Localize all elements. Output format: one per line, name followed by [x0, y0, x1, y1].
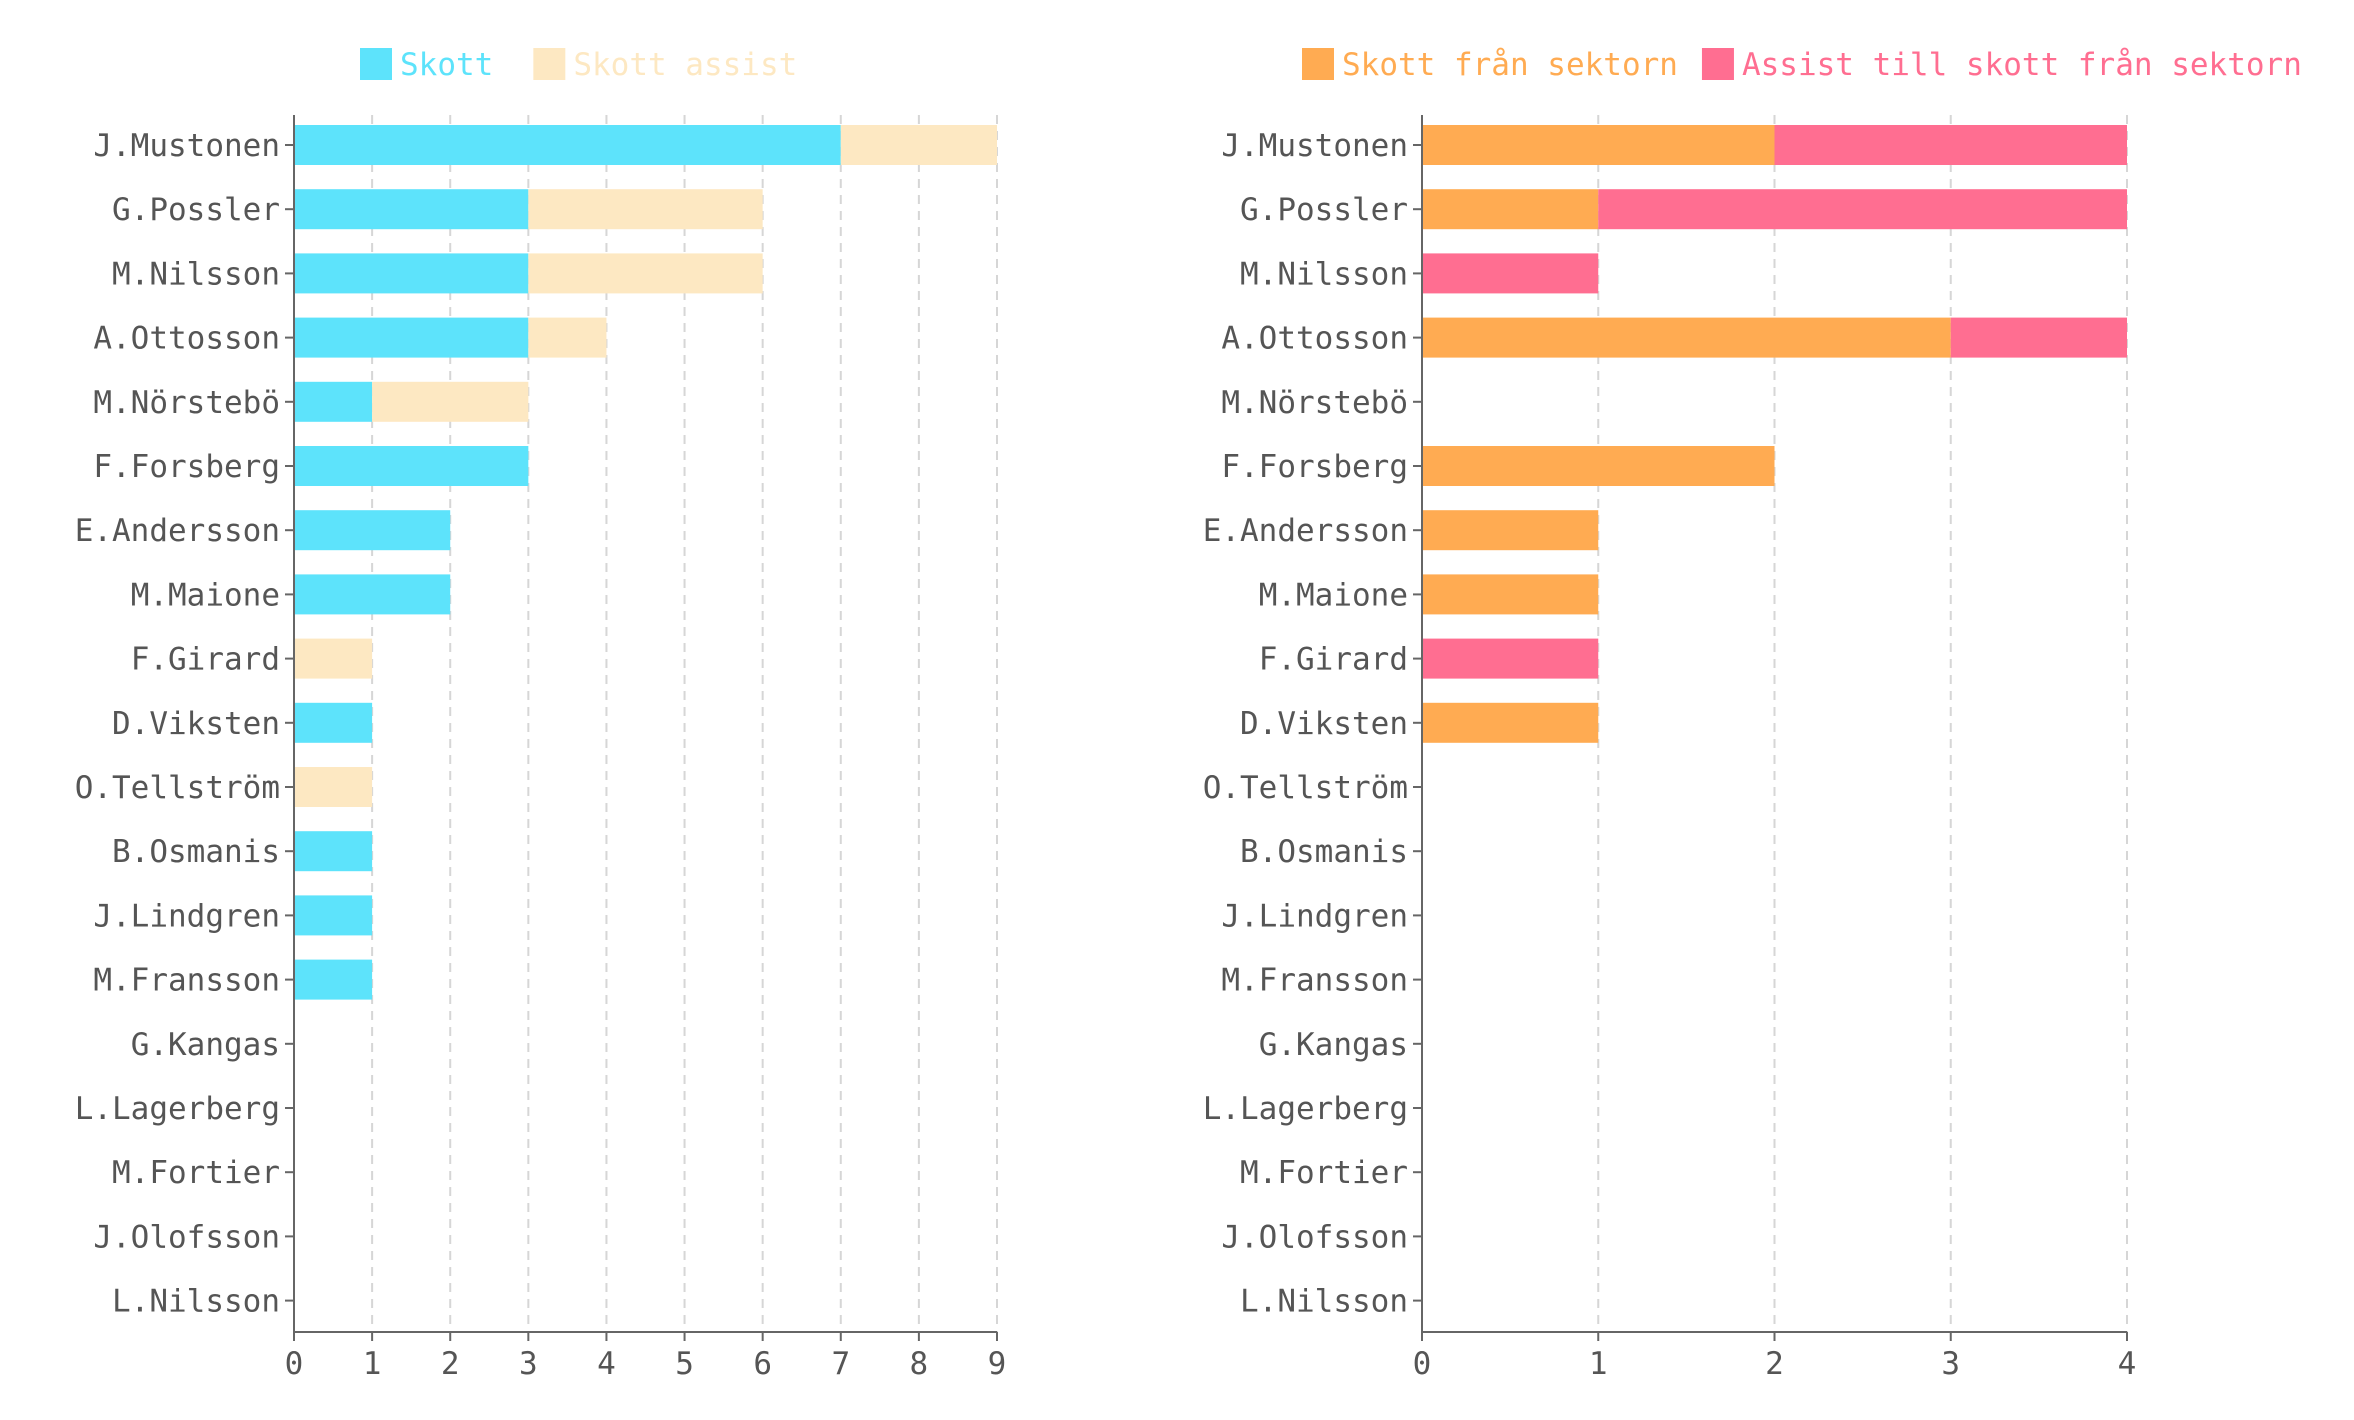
- bar-f-girard-series-2: [294, 638, 373, 679]
- category-label: M.Nilsson: [1240, 256, 1408, 292]
- category-label: L.Lagerberg: [1203, 1091, 1408, 1127]
- bar-a-ottosson-series-2: [528, 317, 607, 358]
- bar-e-andersson-series-1: [1422, 510, 1599, 551]
- category-label: M.Fortier: [1240, 1155, 1408, 1191]
- category-label: A.Ottosson: [93, 321, 280, 357]
- bar-b-osmanis-series-1: [294, 831, 373, 872]
- bar-g-possler-series-1: [1422, 189, 1599, 230]
- bar-f-forsberg-series-1: [1422, 446, 1775, 486]
- category-label: M.Nilsson: [112, 256, 280, 292]
- category-label: J.Mustonen: [93, 128, 280, 164]
- category-label: A.Ottosson: [1221, 321, 1408, 357]
- x-tick-label: 8: [910, 1346, 929, 1382]
- x-tick-label: 7: [831, 1346, 850, 1382]
- x-tick-label: 6: [753, 1346, 772, 1382]
- bar-d-viksten-series-1: [1422, 702, 1599, 743]
- x-tick-label: 4: [2118, 1346, 2137, 1382]
- category-label: G.Kangas: [131, 1027, 280, 1063]
- bar-j-mustonen-series-2: [840, 125, 997, 165]
- bar-d-viksten-series-1: [294, 702, 373, 743]
- bar-m-nilsson-series-1: [294, 253, 529, 294]
- x-tick-label: 2: [441, 1346, 460, 1382]
- category-label: L.Nilsson: [112, 1284, 280, 1320]
- category-label: J.Olofsson: [93, 1219, 280, 1255]
- legend-swatch-series-2: [1701, 48, 1734, 80]
- bar-a-ottosson-series-2: [1950, 317, 2127, 358]
- bar-j-mustonen-series-1: [1422, 125, 1775, 165]
- category-label: E.Andersson: [75, 513, 280, 549]
- bar-o-tellstr-m-series-2: [294, 767, 373, 807]
- category-label: D.Viksten: [112, 706, 280, 742]
- category-label: J.Lindgren: [93, 898, 280, 934]
- category-label: O.Tellström: [1203, 770, 1408, 806]
- bar-a-ottosson-series-1: [294, 317, 529, 358]
- legend-swatch-series-2: [533, 48, 566, 80]
- bar-m-n-rsteb--series-2: [372, 381, 529, 422]
- category-label: D.Viksten: [1240, 706, 1408, 742]
- category-label: J.Lindgren: [1221, 898, 1408, 934]
- category-label: F.Girard: [131, 642, 280, 678]
- category-label: L.Nilsson: [1240, 1284, 1408, 1320]
- category-label: M.Nörstebö: [1221, 385, 1408, 421]
- x-tick-label: 4: [597, 1346, 616, 1382]
- sector-shots-chart-svg: J.Mustonen G.Possler M.Nilsson A.Ottosson M.…: [1203, 47, 2302, 1382]
- shots-chart-svg: J.Mustonen G.Possler M.Nilsson A.Ottosson M.…: [75, 47, 1007, 1382]
- category-label: G.Kangas: [1259, 1027, 1408, 1063]
- x-tick-label: 1: [363, 1346, 382, 1382]
- category-label: J.Olofsson: [1221, 1219, 1408, 1255]
- legend-swatch-series-1: [360, 48, 392, 80]
- x-tick-label: 3: [519, 1346, 538, 1382]
- bar-g-possler-series-1: [294, 189, 529, 230]
- category-label: M.Fortier: [112, 1155, 280, 1191]
- category-label: B.Osmanis: [112, 834, 280, 870]
- category-label: F.Girard: [1259, 642, 1408, 678]
- legend-swatch-series-1: [1302, 48, 1334, 80]
- category-label: M.Fransson: [1221, 963, 1408, 999]
- category-label: M.Fransson: [93, 963, 280, 999]
- x-tick-label: 5: [675, 1346, 694, 1382]
- bar-e-andersson-series-1: [294, 510, 451, 551]
- shots-chart: J.Mustonen G.Possler M.Nilsson A.Ottosson M.…: [0, 0, 1130, 1420]
- category-label: M.Nörstebö: [93, 385, 280, 421]
- bar-j-lindgren-series-1: [294, 895, 373, 936]
- category-label: O.Tellström: [75, 770, 280, 806]
- category-label: E.Andersson: [1203, 513, 1408, 549]
- legend-label-series-1: Skott från sektorn: [1342, 47, 1678, 83]
- bar-m-maione-series-1: [294, 574, 451, 615]
- bar-m-n-rsteb--series-1: [294, 381, 373, 422]
- bar-g-possler-series-2: [1598, 189, 2127, 230]
- category-label: L.Lagerberg: [75, 1091, 280, 1127]
- category-label: M.Maione: [131, 577, 280, 613]
- category-label: B.Osmanis: [1240, 834, 1408, 870]
- category-label: G.Possler: [112, 192, 280, 228]
- x-tick-label: 9: [988, 1346, 1007, 1382]
- bar-f-forsberg-series-1: [294, 446, 529, 486]
- legend-label-series-2: Skott assist: [573, 47, 797, 83]
- sector-shots-chart: J.Mustonen G.Possler M.Nilsson A.Ottosson M.…: [1130, 0, 2354, 1420]
- category-label: G.Possler: [1240, 192, 1408, 228]
- bar-a-ottosson-series-1: [1422, 317, 1951, 358]
- x-tick-label: 0: [1413, 1346, 1432, 1382]
- bar-f-girard-series-2: [1422, 638, 1599, 679]
- bar-m-nilsson-series-2: [1422, 253, 1599, 294]
- category-label: F.Forsberg: [1221, 449, 1408, 485]
- x-tick-label: 2: [1765, 1346, 1784, 1382]
- bar-m-fransson-series-1: [294, 959, 373, 1000]
- category-label: F.Forsberg: [93, 449, 280, 485]
- bar-g-possler-series-2: [528, 189, 763, 230]
- category-label: J.Mustonen: [1221, 128, 1408, 164]
- bar-m-maione-series-1: [1422, 574, 1599, 615]
- legend-label-series-1: Skott: [400, 47, 493, 83]
- x-tick-label: 0: [285, 1346, 304, 1382]
- legend-label-series-2: Assist till skott från sektorn: [1742, 47, 2302, 83]
- bar-j-mustonen-series-2: [1774, 125, 2127, 165]
- bar-j-mustonen-series-1: [294, 125, 841, 165]
- category-label: M.Maione: [1259, 577, 1408, 613]
- x-tick-label: 1: [1589, 1346, 1608, 1382]
- x-tick-label: 3: [1941, 1346, 1960, 1382]
- bar-m-nilsson-series-2: [528, 253, 763, 294]
